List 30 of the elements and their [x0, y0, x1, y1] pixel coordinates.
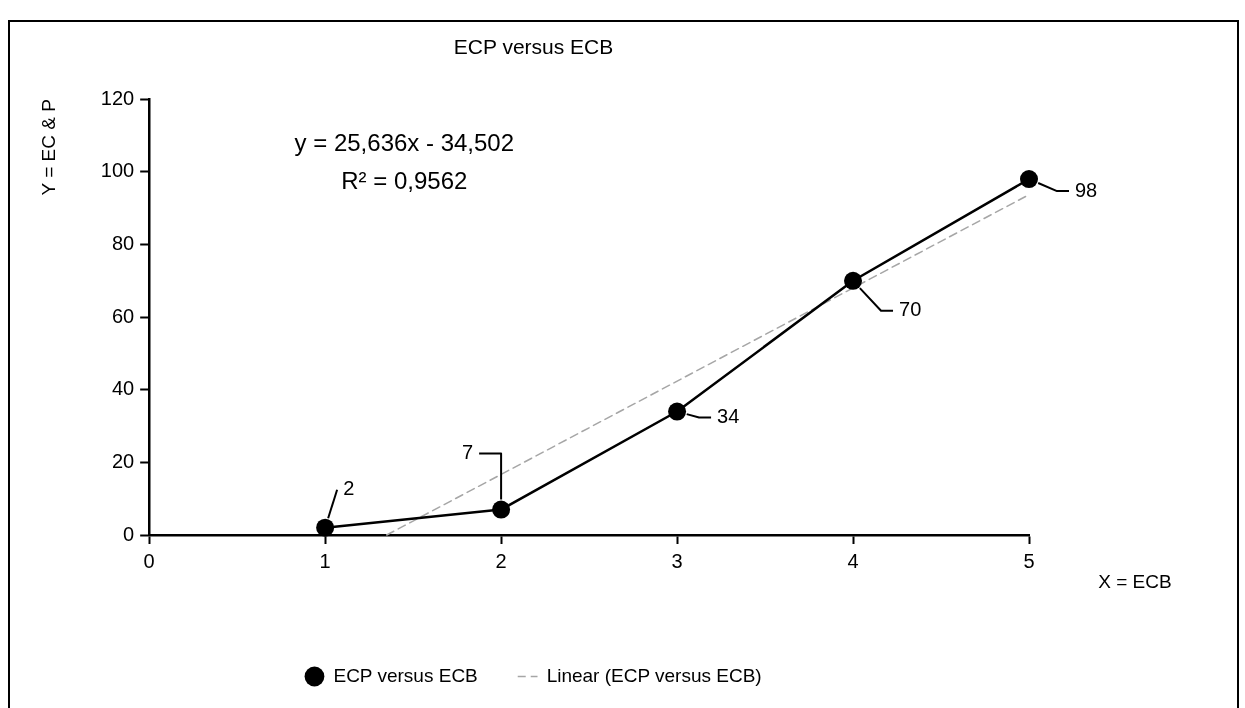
data-label: 70 — [899, 298, 922, 321]
annotation: y = 25,636x - 34,502 — [294, 128, 515, 156]
point — [492, 500, 511, 519]
legend-label: ECP versus ECB — [333, 664, 478, 686]
point — [1020, 170, 1038, 189]
y-tick-label: 20 — [111, 449, 135, 472]
point — [668, 402, 687, 421]
x-tick-label: 4 — [847, 549, 859, 572]
annotation: R² = 0,9562 — [341, 166, 468, 194]
legend-label: Linear (ECP versus ECB) — [546, 664, 762, 686]
point — [316, 518, 335, 537]
point — [844, 271, 863, 290]
data-label: 98 — [1075, 178, 1098, 201]
y-tick-label: 0 — [123, 522, 135, 545]
y-tick-label: 100 — [100, 159, 135, 182]
y-tick-label: 60 — [111, 304, 135, 327]
x-tick-label: 3 — [671, 549, 683, 572]
data-label: 2 — [343, 477, 355, 500]
data-label: 34 — [717, 405, 740, 428]
x-tick-label: 2 — [495, 549, 507, 572]
chart-title: ECP versus ECB — [453, 35, 614, 59]
y-tick-label: 120 — [100, 86, 135, 109]
data-label: 7 — [461, 441, 474, 464]
x-tick-label: 1 — [319, 549, 331, 572]
x-axis-title: X = ECB — [1098, 571, 1172, 593]
x-tick-label: 5 — [1023, 549, 1035, 572]
y-axis-title: Y = EC & P — [37, 99, 59, 196]
y-tick-label: 80 — [111, 231, 135, 254]
y-tick-label: 40 — [111, 377, 135, 400]
x-tick-label: 0 — [143, 549, 155, 572]
